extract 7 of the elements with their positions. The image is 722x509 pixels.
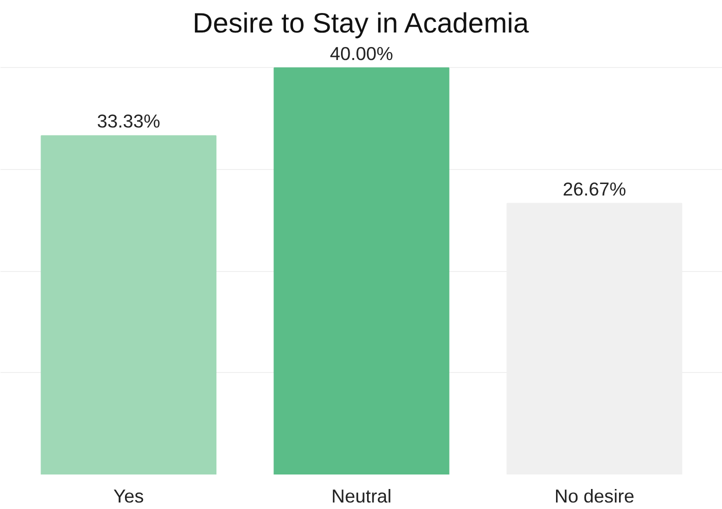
data-label: 40.00% [330, 42, 394, 64]
x-tick-label: No desire [554, 486, 634, 506]
data-label: 26.67% [562, 178, 626, 200]
chart-title: Desire to Stay in Academia [192, 8, 530, 38]
x-tick-label: Yes [113, 486, 144, 506]
x-tick-label: Neutral [331, 486, 392, 506]
data-label: 33.33% [96, 110, 160, 132]
